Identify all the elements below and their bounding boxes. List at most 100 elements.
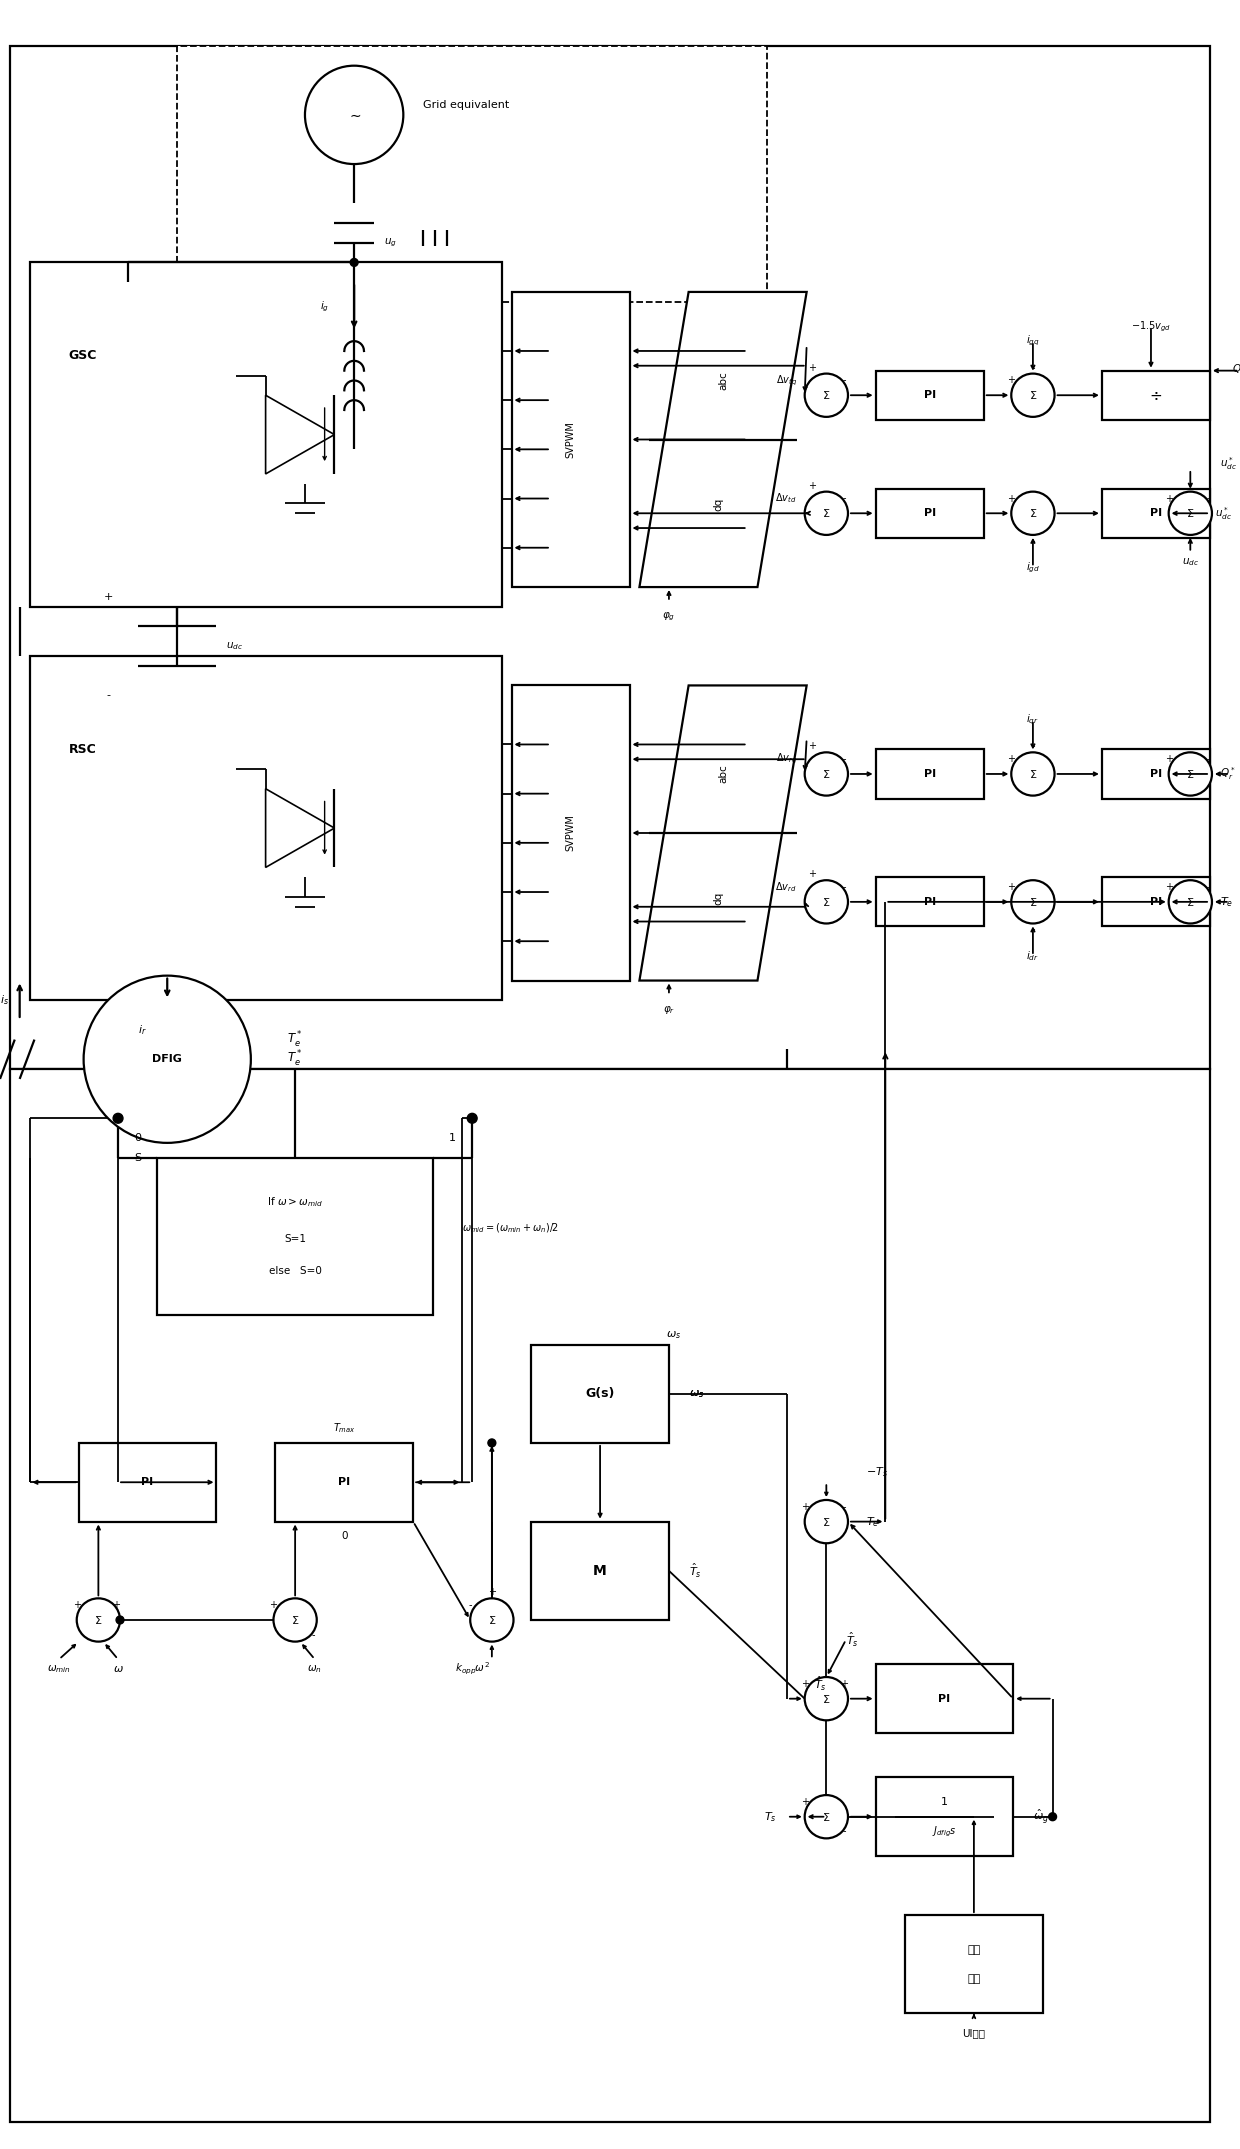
Text: $T_e^*$: $T_e^*$	[288, 1049, 303, 1070]
Text: $\Sigma$: $\Sigma$	[1029, 389, 1037, 402]
Text: $i_s$: $i_s$	[0, 993, 9, 1008]
Circle shape	[1012, 374, 1054, 417]
Text: +: +	[807, 870, 816, 879]
Text: $\Sigma$: $\Sigma$	[822, 1693, 831, 1704]
Text: $T_e$: $T_e$	[1220, 894, 1233, 909]
FancyBboxPatch shape	[905, 1915, 1043, 2014]
Text: $T_s$: $T_s$	[765, 1809, 777, 1825]
Text: PI: PI	[924, 769, 936, 778]
Circle shape	[113, 1113, 123, 1124]
FancyBboxPatch shape	[531, 1521, 668, 1620]
Text: $k_{opp}\omega^2$: $k_{opp}\omega^2$	[455, 1661, 490, 1676]
FancyBboxPatch shape	[1102, 750, 1210, 799]
Circle shape	[274, 1599, 316, 1642]
Text: PI: PI	[339, 1476, 351, 1487]
Circle shape	[1049, 1814, 1056, 1820]
Text: RSC: RSC	[69, 744, 97, 756]
Circle shape	[1168, 752, 1211, 795]
Circle shape	[350, 258, 358, 266]
FancyBboxPatch shape	[875, 1663, 1013, 1732]
Text: $-1.5v_{gd}$: $-1.5v_{gd}$	[1131, 320, 1171, 333]
Circle shape	[117, 1616, 124, 1625]
FancyBboxPatch shape	[30, 262, 502, 606]
Circle shape	[77, 1599, 120, 1642]
Text: UI测量: UI测量	[962, 2029, 986, 2037]
Text: SVPWM: SVPWM	[565, 421, 575, 458]
FancyBboxPatch shape	[1102, 877, 1210, 926]
Polygon shape	[640, 686, 807, 980]
Text: -: -	[1207, 881, 1210, 892]
Text: abc: abc	[718, 372, 728, 389]
Circle shape	[470, 1599, 513, 1642]
Circle shape	[805, 752, 848, 795]
Circle shape	[305, 67, 403, 163]
FancyBboxPatch shape	[875, 750, 983, 799]
Text: PI: PI	[1149, 509, 1162, 518]
FancyBboxPatch shape	[531, 1345, 668, 1442]
Text: PI: PI	[924, 896, 936, 907]
Text: +: +	[807, 363, 816, 372]
Text: $\div$: $\div$	[1149, 387, 1162, 402]
Text: else   S=0: else S=0	[269, 1266, 321, 1277]
Text: $\Sigma$: $\Sigma$	[822, 1515, 831, 1528]
Text: $\Sigma$: $\Sigma$	[1029, 767, 1037, 780]
Text: +: +	[112, 1601, 120, 1610]
FancyBboxPatch shape	[875, 488, 983, 537]
Text: $i_g$: $i_g$	[320, 299, 330, 314]
Text: $\Sigma$: $\Sigma$	[1029, 896, 1037, 907]
Text: +: +	[801, 1502, 808, 1513]
FancyBboxPatch shape	[875, 1777, 1013, 1857]
Circle shape	[1012, 881, 1054, 924]
Text: $\sim$: $\sim$	[347, 107, 362, 122]
Text: $u_{dc}^*$: $u_{dc}^*$	[1220, 456, 1238, 473]
FancyBboxPatch shape	[157, 1158, 433, 1315]
Text: -: -	[107, 690, 110, 701]
Text: -: -	[1032, 741, 1034, 752]
Circle shape	[805, 881, 848, 924]
Text: S=1: S=1	[284, 1234, 306, 1244]
Text: +: +	[801, 1678, 808, 1689]
Text: 频率: 频率	[967, 1945, 981, 1956]
Text: -: -	[1032, 535, 1034, 546]
Text: G(s): G(s)	[585, 1388, 615, 1401]
Text: PI: PI	[1149, 896, 1162, 907]
Text: S: S	[134, 1152, 141, 1163]
Text: +: +	[839, 1678, 848, 1689]
Text: PI: PI	[939, 1693, 950, 1704]
Text: $\Delta v_{rd}$: $\Delta v_{rd}$	[775, 881, 797, 894]
Text: -: -	[1207, 494, 1210, 503]
Text: $\Sigma$: $\Sigma$	[94, 1614, 103, 1627]
Text: +: +	[1164, 881, 1173, 892]
Text: 0: 0	[341, 1532, 347, 1541]
Text: $J_{dfig}s$: $J_{dfig}s$	[932, 1825, 957, 1840]
Text: $\Sigma$: $\Sigma$	[1187, 507, 1194, 520]
Circle shape	[1012, 492, 1054, 535]
Text: $u_g$: $u_g$	[383, 236, 397, 249]
Text: DFIG: DFIG	[153, 1055, 182, 1064]
Text: -: -	[842, 494, 846, 503]
Text: dq: dq	[713, 499, 723, 511]
Text: +: +	[1007, 754, 1016, 765]
FancyBboxPatch shape	[177, 45, 768, 301]
Text: $\omega_{mid}=(\omega_{min}+\omega_n)/2$: $\omega_{mid}=(\omega_{min}+\omega_n)/2$	[463, 1221, 559, 1236]
Text: $\Delta v_{td}$: $\Delta v_{td}$	[775, 492, 797, 505]
Text: $\Delta v_{rq}$: $\Delta v_{rq}$	[775, 752, 797, 767]
Text: -: -	[1032, 924, 1034, 935]
Text: $\Sigma$: $\Sigma$	[487, 1614, 496, 1627]
Text: $\omega_n$: $\omega_n$	[308, 1663, 322, 1674]
Text: +: +	[801, 1797, 808, 1807]
Circle shape	[487, 1440, 496, 1446]
Circle shape	[1012, 752, 1054, 795]
Text: $\Sigma$: $\Sigma$	[1029, 507, 1037, 520]
Text: dq: dq	[713, 892, 723, 905]
Text: $\omega$: $\omega$	[113, 1663, 124, 1674]
Text: +: +	[1007, 494, 1016, 503]
Text: +: +	[487, 1588, 496, 1597]
Text: $\hat{\omega}_g$: $\hat{\omega}_g$	[1033, 1807, 1049, 1827]
Circle shape	[805, 492, 848, 535]
Circle shape	[1168, 492, 1211, 535]
FancyBboxPatch shape	[512, 292, 630, 587]
Text: $u_{dc}$: $u_{dc}$	[1182, 557, 1199, 567]
Text: SVPWM: SVPWM	[565, 814, 575, 851]
FancyBboxPatch shape	[10, 1068, 1210, 2121]
